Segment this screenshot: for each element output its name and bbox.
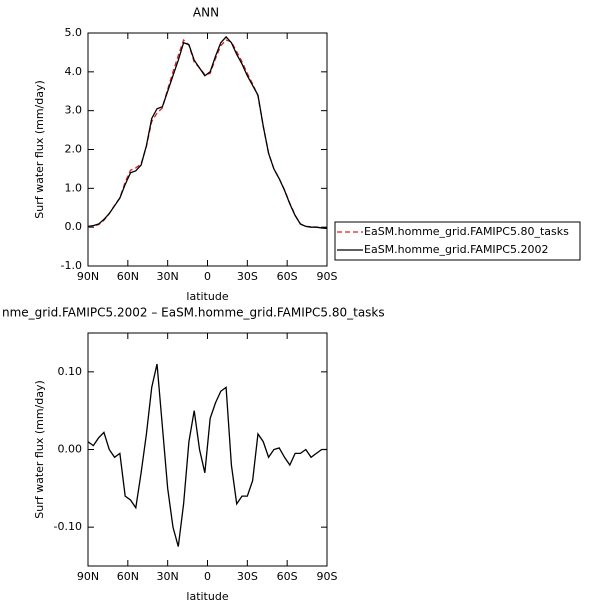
x-axis-label: latitude <box>186 590 228 603</box>
y-tick-label: 0.00 <box>58 443 83 456</box>
x-tick-label: 0 <box>204 570 211 583</box>
y-tick-label: 4.0 <box>65 65 83 78</box>
chart-title: nme_grid.FAMIPC5.2002 – EaSM.homme_grid.… <box>2 306 385 320</box>
x-tick-label: 30S <box>237 570 258 583</box>
y-tick-label: 2.0 <box>65 143 83 156</box>
y-axis-label: Surf water flux (mm/day) <box>33 380 46 519</box>
y-tick-label: 0.0 <box>65 220 83 233</box>
legend-label: EaSM.homme_grid.FAMIPC5.80_tasks <box>364 225 569 238</box>
y-tick-label: 3.0 <box>65 104 83 117</box>
x-tick-label: 60S <box>277 270 298 283</box>
y-tick-label: 0.10 <box>58 365 83 378</box>
x-tick-label: 60N <box>117 270 139 283</box>
y-tick-label: -0.10 <box>54 520 82 533</box>
x-tick-label: 60N <box>117 570 139 583</box>
y-tick-label: -1.0 <box>61 259 82 272</box>
x-tick-label: 30N <box>157 270 179 283</box>
chart-title: ANN <box>193 6 219 20</box>
y-tick-label: 5.0 <box>65 26 83 39</box>
y-tick-label: 1.0 <box>65 181 83 194</box>
data-line <box>87 38 328 229</box>
plot-frame <box>87 32 328 267</box>
legend-box <box>334 221 581 261</box>
data-line <box>87 35 328 229</box>
x-tick-label: 30S <box>237 270 258 283</box>
x-tick-label: 90N <box>77 270 99 283</box>
x-tick-label: 90S <box>317 270 338 283</box>
x-tick-label: 0 <box>204 270 211 283</box>
x-tick-label: 30N <box>157 570 179 583</box>
data-line <box>87 363 327 547</box>
x-tick-label: 60S <box>277 570 298 583</box>
x-axis-label: latitude <box>186 290 228 303</box>
y-axis-label: Surf water flux (mm/day) <box>33 80 46 219</box>
legend-label: EaSM.homme_grid.FAMIPC5.2002 <box>364 243 548 256</box>
x-tick-label: 90N <box>77 570 99 583</box>
x-tick-label: 90S <box>317 570 338 583</box>
